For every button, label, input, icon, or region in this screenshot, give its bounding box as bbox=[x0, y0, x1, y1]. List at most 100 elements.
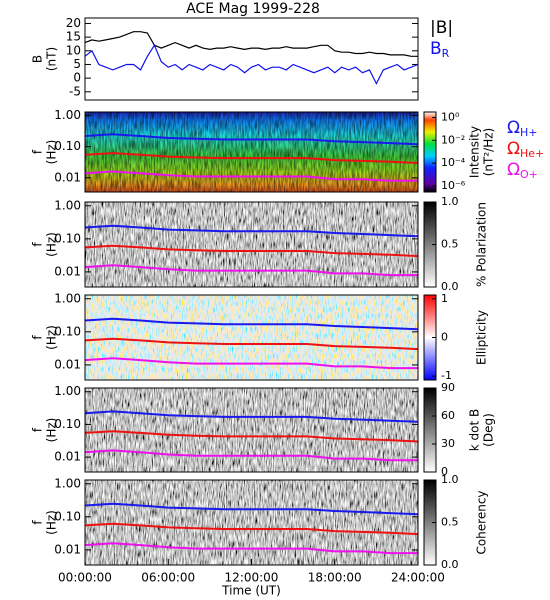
series-line bbox=[84, 133, 419, 146]
y-axis-label: (nT) bbox=[45, 47, 59, 71]
legend-name: Ω bbox=[507, 118, 520, 138]
colorbar-tick-label: 1.0 bbox=[441, 195, 459, 208]
colorbar-tick-label: 0 bbox=[441, 465, 448, 478]
y-axis-label: f bbox=[31, 335, 45, 340]
colorbar-label: Ellipticity bbox=[475, 310, 489, 365]
colorbar-tick-label: 0.0 bbox=[441, 280, 459, 293]
colorbar-label: (nT²/Hz) bbox=[482, 128, 496, 176]
colorbar-tick-label: 10⁻⁶ bbox=[441, 179, 466, 192]
series-line bbox=[84, 357, 418, 370]
y-tick-label: 15 bbox=[66, 30, 81, 44]
x-tick-label: 24:00:00 bbox=[391, 571, 445, 585]
y-tick-label: 0.01 bbox=[54, 170, 81, 184]
legend-label: |B| bbox=[430, 18, 453, 38]
series-line bbox=[84, 224, 419, 238]
y-tick-label: 10 bbox=[66, 43, 81, 57]
series-line bbox=[84, 502, 419, 516]
colorbar-tick-label: 0.0 bbox=[441, 558, 459, 571]
x-tick-label: 18:00:00 bbox=[308, 571, 362, 585]
y-tick-label: 0.10 bbox=[54, 417, 81, 431]
y-tick-label: 0.01 bbox=[54, 542, 81, 556]
legend-subscript: O+ bbox=[520, 168, 538, 181]
colorbar-tick-label: 30 bbox=[441, 437, 455, 450]
plot-frame bbox=[84, 201, 419, 288]
y-tick-label: 0.10 bbox=[54, 231, 81, 245]
legend-name: B bbox=[430, 39, 442, 59]
y-axis-label: (Hz) bbox=[45, 140, 59, 165]
x-tick-label: 12:00:00 bbox=[225, 571, 279, 585]
x-tick-label: 00:00:00 bbox=[58, 571, 112, 585]
y-tick-label: 1.00 bbox=[54, 198, 81, 212]
colorbar-label: % Polarization bbox=[475, 202, 489, 287]
y-tick-label: 1.00 bbox=[54, 384, 81, 398]
series-line bbox=[84, 449, 418, 462]
y-axis-label: f bbox=[31, 427, 45, 432]
x-axis-label: Time (UT) bbox=[221, 584, 281, 598]
series-line bbox=[84, 317, 419, 331]
x-tick-label: 06:00:00 bbox=[141, 571, 195, 585]
colorbar-tick-label: 90 bbox=[441, 381, 455, 394]
series-line bbox=[84, 337, 419, 351]
legend-name: |B| bbox=[430, 18, 453, 38]
series-line bbox=[84, 542, 418, 555]
legend-name: Ω bbox=[507, 139, 520, 159]
colorbar-tick-label: 60 bbox=[441, 409, 455, 422]
y-axis-label: (Hz) bbox=[45, 325, 59, 350]
legend-subscript: He+ bbox=[520, 147, 544, 160]
colorbar-label: Intensity bbox=[468, 126, 482, 178]
colorbar-tick-label: -1 bbox=[441, 369, 452, 382]
y-axis-label: (Hz) bbox=[45, 510, 59, 535]
colorbar-tick-label: 10⁻⁴ bbox=[441, 156, 466, 169]
y-tick-label: 1.00 bbox=[54, 108, 81, 122]
y-tick-label: 0.10 bbox=[54, 139, 81, 153]
legend-label: ΩO+ bbox=[507, 160, 538, 181]
plot-frame bbox=[84, 387, 419, 473]
series-line bbox=[84, 44, 419, 85]
series-line bbox=[84, 170, 418, 182]
y-tick-label: 0.10 bbox=[54, 324, 81, 338]
colorbar bbox=[423, 111, 437, 193]
y-tick-label: 5 bbox=[73, 57, 81, 71]
plot-frame bbox=[84, 17, 419, 101]
colorbar-tick-label: 10⁰ bbox=[441, 110, 460, 123]
legend-subscript: H+ bbox=[520, 126, 538, 139]
colorbar-label: (Deg) bbox=[482, 413, 496, 447]
y-tick-label: 0 bbox=[73, 71, 81, 85]
legend-subscript: R bbox=[442, 47, 450, 60]
y-tick-label: 1.00 bbox=[54, 291, 81, 305]
series-line bbox=[84, 264, 418, 277]
y-tick-label: 0.10 bbox=[54, 509, 81, 523]
y-tick-label: -5 bbox=[69, 84, 81, 98]
y-axis-label: f bbox=[31, 520, 45, 525]
series-line bbox=[84, 410, 419, 423]
series-line bbox=[84, 522, 419, 536]
colorbar-tick-label: 0.5 bbox=[441, 238, 459, 251]
plot-frame bbox=[84, 294, 419, 381]
colorbar-tick-label: 1 bbox=[441, 292, 448, 305]
series-line bbox=[84, 244, 419, 258]
colorbar-tick-label: 0.5 bbox=[441, 516, 459, 529]
y-axis-label: (Hz) bbox=[45, 232, 59, 257]
colorbar-tick-label: 10⁻² bbox=[441, 133, 465, 146]
legend-name: Ω bbox=[507, 160, 520, 180]
y-axis-label: (Hz) bbox=[45, 418, 59, 443]
chart-title: ACE Mag 1999-228 bbox=[186, 1, 320, 17]
y-tick-label: 0.01 bbox=[54, 450, 81, 464]
colorbar-tick-label: 0 bbox=[441, 331, 448, 344]
series-line bbox=[84, 430, 419, 443]
y-tick-label: 0.01 bbox=[54, 264, 81, 278]
y-tick-label: 1.00 bbox=[54, 476, 81, 490]
legend-label: ΩH+ bbox=[507, 118, 538, 139]
colorbar-label: k dot B bbox=[468, 409, 482, 451]
y-axis-label: f bbox=[31, 149, 45, 154]
plot-frame bbox=[84, 111, 419, 193]
y-axis-label: B bbox=[31, 55, 45, 63]
colorbar bbox=[423, 387, 437, 473]
legend-label: BR bbox=[430, 39, 450, 60]
y-axis-label: f bbox=[31, 242, 45, 247]
series-line bbox=[84, 152, 419, 164]
colorbar-tick-label: 1.0 bbox=[441, 473, 459, 486]
series-line bbox=[84, 31, 418, 57]
y-tick-label: 20 bbox=[66, 16, 81, 30]
